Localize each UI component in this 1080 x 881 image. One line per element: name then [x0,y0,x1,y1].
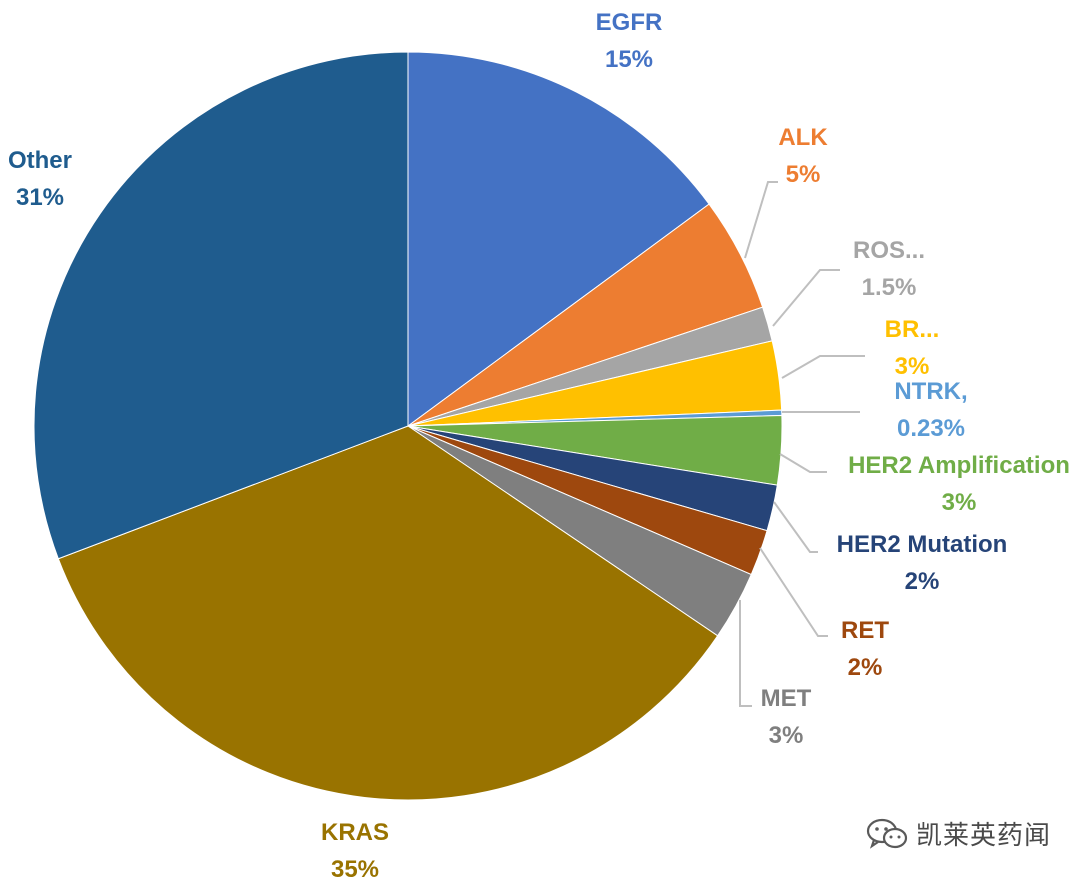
pie-slice-other [33,51,409,560]
slice-label-alk: ALK [778,124,828,151]
slice-value-other: 31% [16,184,64,211]
slice-label-met: MET [761,685,812,712]
leader-line-alk [744,181,778,259]
slice-value-ros1: 1.5% [862,274,917,301]
leader-line-her2-mutation [773,501,818,553]
slice-label-kras: KRAS [321,819,389,846]
slice-value-kras: 35% [331,856,379,881]
slice-value-her2-mutation: 2% [905,568,940,595]
slice-label-ros1: ROS... [853,237,925,264]
slice-label-her2-mutation: HER2 Mutation [837,531,1008,558]
pie-slice-kras [57,425,719,801]
slice-value-egfr: 15% [605,46,653,73]
slice-value-ntrk: 0.23% [897,415,965,442]
slice-label-other: Other [8,147,72,174]
wechat-icon [866,818,908,849]
slice-value-her2-amplification: 3% [942,489,977,516]
slice-value-met: 3% [769,722,804,749]
watermark: 凯莱英药闻 [866,815,1051,852]
slice-label-ntrk: NTRK, [894,378,967,405]
leader-line-braf [781,355,865,379]
slice-label-her2-amplification: HER2 Amplification [848,452,1070,479]
slice-value-alk: 5% [786,161,821,188]
leader-line-ros1 [772,269,840,327]
slice-label-ret: RET [841,617,889,644]
leader-line-her2-amplification [779,453,827,473]
slice-value-ret: 2% [848,654,883,681]
leader-lines [739,181,865,707]
pie-slice-egfr [407,51,710,427]
slice-label-egfr: EGFR [596,9,663,36]
watermark-text: 凯莱英药闻 [916,821,1052,851]
pie-slices [33,51,783,801]
leader-line-met [739,600,752,707]
slice-labels: EGFR15%ALK5%ROS...1.5%BR...3%NTRK,0.23%H… [8,9,1070,881]
slice-value-braf: 3% [895,353,930,380]
leader-line-ret [759,547,828,637]
slice-label-braf: BR... [885,316,940,343]
